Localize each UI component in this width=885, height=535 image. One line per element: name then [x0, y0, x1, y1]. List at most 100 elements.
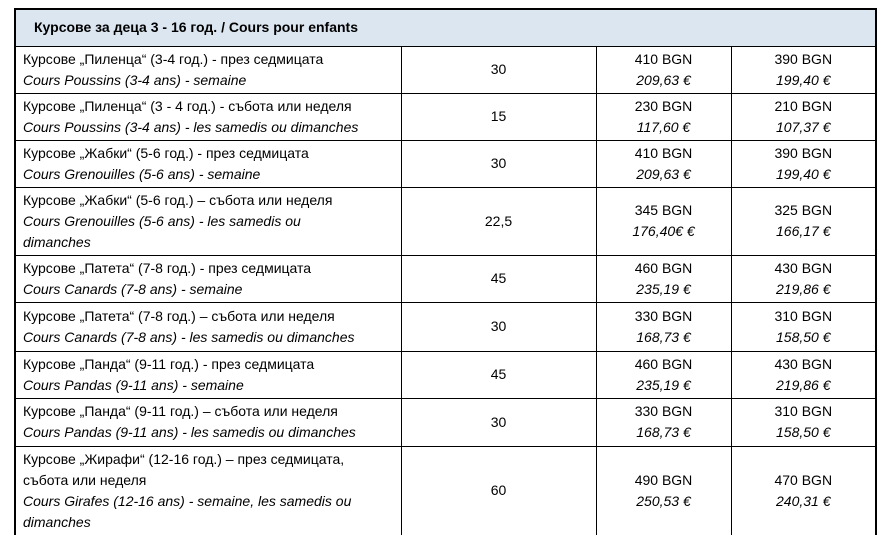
course-name-french: Cours Girafes (12-16 ans) - semaine, les…: [23, 492, 352, 530]
price-full-cell: 330 BGN 168,73 €: [595, 301, 732, 352]
price-full-eur: 176,40€ €: [632, 223, 695, 239]
price-full-eur: 168,73 €: [636, 328, 691, 345]
table-row: Курсове „Патета“ (7-8 год.) - през седми…: [14, 254, 877, 303]
course-name-bulgarian: Курсове „Панда“ (9-11 год.) - през седми…: [23, 355, 315, 372]
duration-hours-cell: 22,5: [400, 186, 597, 256]
duration-hours-cell: 15: [400, 92, 597, 141]
price-full-eur: 168,73 €: [636, 424, 691, 440]
price-full-cell: 490 BGN 250,53 €: [595, 445, 732, 535]
price-full-bgn: 230 BGN: [634, 97, 693, 114]
table-row: Курсове „Патета“ (7-8 год.) – събота или…: [14, 301, 877, 352]
price-reduced-eur: 158,50 €: [776, 424, 831, 440]
price-full-cell: 330 BGN 168,73 €: [595, 397, 732, 447]
course-name-cell: Курсове „Патета“ (7-8 год.) – събота или…: [14, 301, 402, 352]
price-reduced-eur: 107,37 €: [776, 118, 831, 135]
duration-hours-cell: 30: [400, 139, 597, 188]
price-reduced-cell: 390 BGN 199,40 €: [730, 139, 877, 188]
price-full-bgn: 345 BGN: [634, 202, 693, 218]
price-full-cell: 410 BGN 209,63 €: [595, 45, 732, 94]
price-reduced-eur: 199,40 €: [776, 71, 831, 88]
price-full-cell: 230 BGN 117,60 €: [595, 92, 732, 141]
table-title: Курсове за деца 3 - 16 год. / Cours pour…: [14, 8, 877, 47]
course-name-cell: Курсове „Жабки“ (5-6 год.) - през седмиц…: [14, 139, 402, 188]
price-full-eur: 209,63 €: [636, 165, 691, 182]
price-reduced-bgn: 210 BGN: [774, 97, 833, 114]
course-name-french: Cours Grenouilles (5-6 ans) - les samedi…: [23, 212, 301, 250]
course-name-french: Cours Pandas (9-11 ans) - semaine: [23, 376, 244, 393]
price-reduced-eur: 158,50 €: [776, 328, 831, 345]
course-name-french: Cours Poussins (3-4 ans) - semaine: [23, 71, 247, 88]
price-reduced-bgn: 325 BGN: [774, 202, 833, 218]
price-reduced-cell: 210 BGN 107,37 €: [730, 92, 877, 141]
price-reduced-bgn: 470 BGN: [774, 471, 833, 488]
price-full-eur: 235,19 €: [636, 376, 691, 393]
course-name-french: Cours Poussins (3-4 ans) - les samedis o…: [23, 118, 359, 135]
price-full-bgn: 460 BGN: [634, 259, 693, 276]
duration-hours-cell: 30: [400, 397, 597, 447]
course-name-cell: Курсове „Панда“ (9-11 год.) – събота или…: [14, 397, 402, 447]
course-name-bulgarian: Курсове „Патета“ (7-8 год.) - през седми…: [23, 259, 312, 276]
price-reduced-bgn: 310 BGN: [774, 307, 833, 324]
price-full-cell: 345 BGN 176,40€ €: [595, 186, 732, 256]
price-full-eur: 235,19 €: [636, 280, 691, 297]
price-reduced-cell: 310 BGN 158,50 €: [730, 397, 877, 447]
table-row: Курсове „Пиленца“ (3-4 год.) - през седм…: [14, 45, 877, 94]
price-full-bgn: 330 BGN: [634, 307, 693, 324]
price-reduced-bgn: 390 BGN: [774, 50, 833, 67]
course-name-cell: Курсове „Панда“ (9-11 год.) - през седми…: [14, 350, 402, 399]
course-name-bulgarian: Курсове „Жирафи“ (12-16 год.) – през сед…: [23, 450, 345, 488]
price-full-bgn: 490 BGN: [634, 471, 693, 488]
table-row: Курсове „Панда“ (9-11 год.) - през седми…: [14, 350, 877, 399]
table-row: Курсове „Жабки“ (5-6 год.) – събота или …: [14, 186, 877, 256]
course-name-cell: Курсове „Пиленца“ (3-4 год.) - през седм…: [14, 45, 402, 94]
table-row: Курсове „Пиленца“ (3 - 4 год.) - събота …: [14, 92, 877, 141]
price-reduced-eur: 240,31 €: [776, 492, 831, 509]
course-name-french: Cours Pandas (9-11 ans) - les samedis ou…: [23, 424, 356, 440]
table-header-row: Курсове за деца 3 - 16 год. / Cours pour…: [14, 8, 877, 47]
duration-hours-cell: 30: [400, 45, 597, 94]
course-name-bulgarian: Курсове „Пиленца“ (3-4 год.) - през седм…: [23, 50, 324, 67]
price-reduced-cell: 310 BGN 158,50 €: [730, 301, 877, 352]
course-name-cell: Курсове „Жабки“ (5-6 год.) – събота или …: [14, 186, 402, 256]
course-name-cell: Курсове „Патета“ (7-8 год.) - през седми…: [14, 254, 402, 303]
price-reduced-eur: 219,86 €: [776, 376, 831, 393]
duration-hours-cell: 45: [400, 350, 597, 399]
price-full-bgn: 460 BGN: [634, 355, 693, 372]
course-name-bulgarian: Курсове „Панда“ (9-11 год.) – събота или…: [23, 403, 338, 419]
duration-hours-cell: 45: [400, 254, 597, 303]
course-name-french: Cours Canards (7-8 ans) - semaine: [23, 280, 243, 297]
duration-hours-cell: 30: [400, 301, 597, 352]
price-reduced-bgn: 430 BGN: [774, 355, 833, 372]
price-reduced-cell: 325 BGN 166,17 €: [730, 186, 877, 256]
price-reduced-bgn: 430 BGN: [774, 259, 833, 276]
course-name-bulgarian: Курсове „Пиленца“ (3 - 4 год.) - събота …: [23, 97, 352, 114]
course-name-bulgarian: Курсове „Патета“ (7-8 год.) – събота или…: [23, 307, 335, 324]
table-row: Курсове „Жирафи“ (12-16 год.) – през сед…: [14, 445, 877, 535]
price-full-cell: 410 BGN 209,63 €: [595, 139, 732, 188]
pricing-table: Курсове за деца 3 - 16 год. / Cours pour…: [14, 8, 878, 535]
price-full-cell: 460 BGN 235,19 €: [595, 350, 732, 399]
table-row: Курсове „Жабки“ (5-6 год.) - през седмиц…: [14, 139, 877, 188]
pricing-table-body: Курсове „Пиленца“ (3-4 год.) - през седм…: [14, 45, 877, 535]
price-reduced-eur: 166,17 €: [776, 223, 831, 239]
course-name-cell: Курсове „Жирафи“ (12-16 год.) – през сед…: [14, 445, 402, 535]
price-full-eur: 117,60 €: [636, 118, 691, 135]
table-row: Курсове „Панда“ (9-11 год.) – събота или…: [14, 397, 877, 447]
price-reduced-eur: 199,40 €: [776, 165, 831, 182]
price-reduced-bgn: 310 BGN: [774, 403, 833, 419]
price-full-eur: 209,63 €: [636, 71, 691, 88]
duration-hours-cell: 60: [400, 445, 597, 535]
price-full-bgn: 410 BGN: [634, 50, 693, 67]
price-reduced-cell: 470 BGN 240,31 €: [730, 445, 877, 535]
price-reduced-eur: 219,86 €: [776, 280, 831, 297]
price-full-eur: 250,53 €: [636, 492, 691, 509]
course-name-bulgarian: Курсове „Жабки“ (5-6 год.) – събота или …: [23, 191, 333, 208]
course-name-cell: Курсове „Пиленца“ (3 - 4 год.) - събота …: [14, 92, 402, 141]
course-name-french: Cours Grenouilles (5-6 ans) - semaine: [23, 165, 261, 182]
course-name-bulgarian: Курсове „Жабки“ (5-6 год.) - през седмиц…: [23, 144, 309, 161]
course-name-french: Cours Canards (7-8 ans) - les samedis ou…: [23, 328, 355, 345]
price-reduced-cell: 390 BGN 199,40 €: [730, 45, 877, 94]
price-reduced-cell: 430 BGN 219,86 €: [730, 350, 877, 399]
price-reduced-bgn: 390 BGN: [774, 144, 833, 161]
price-full-cell: 460 BGN 235,19 €: [595, 254, 732, 303]
